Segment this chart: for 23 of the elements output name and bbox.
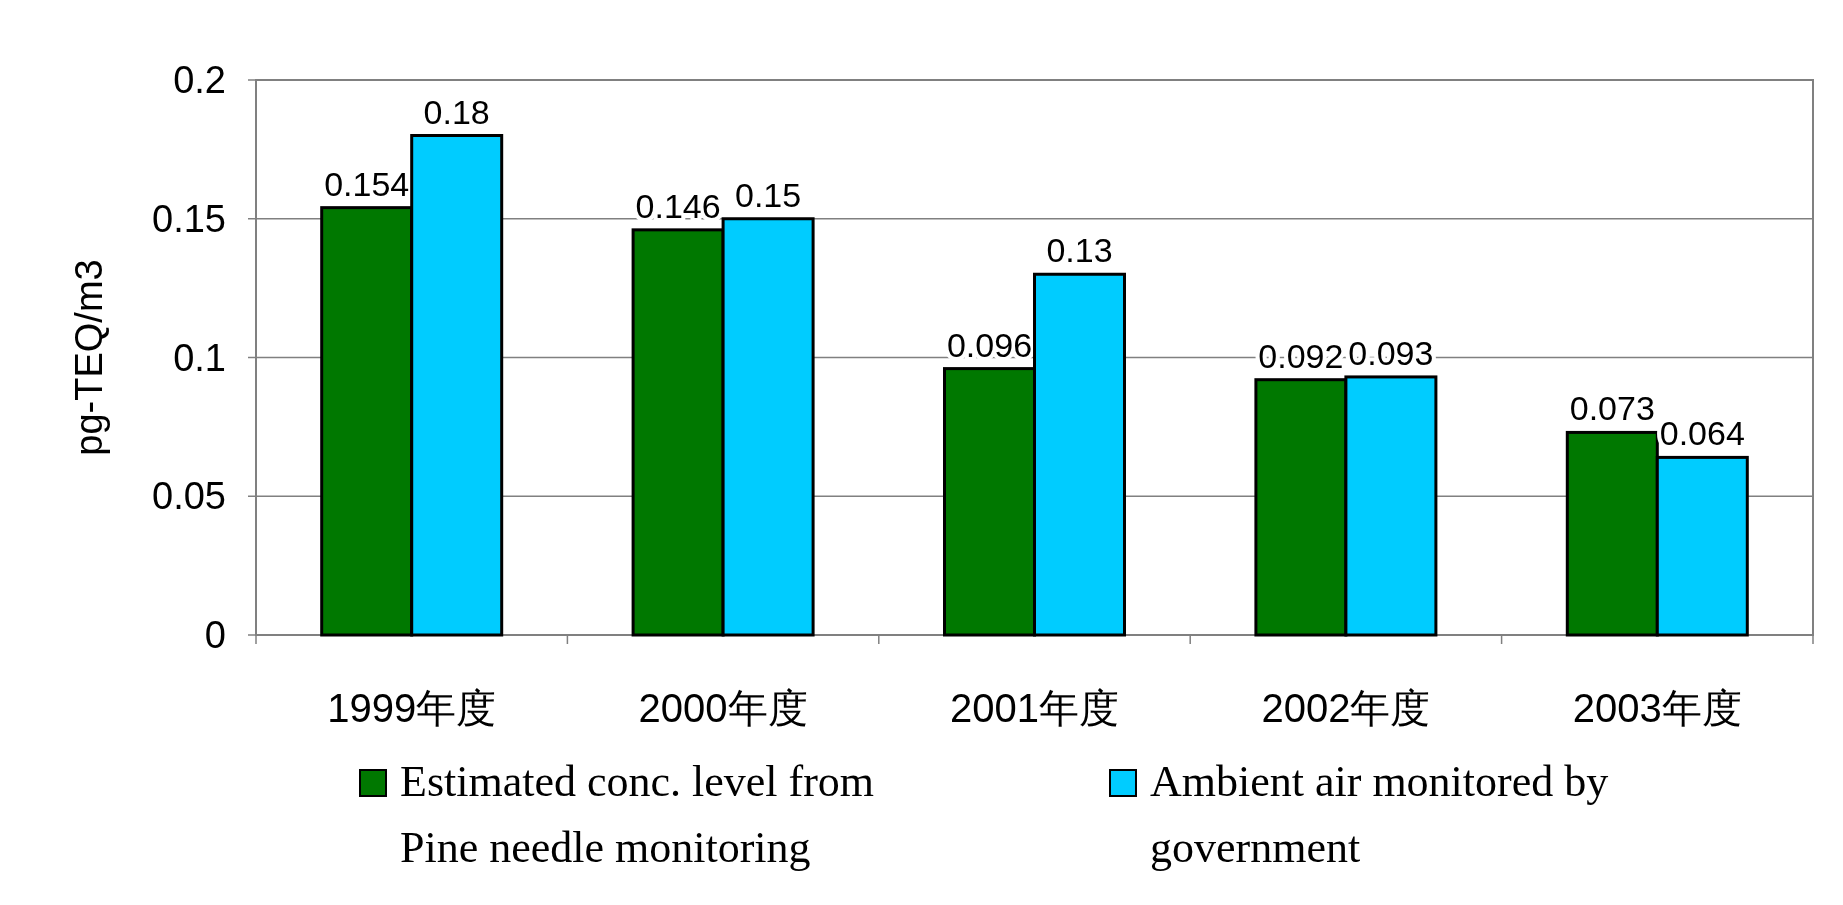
y-axis-title: pg-TEQ/m3: [68, 259, 110, 456]
data-label: 0.093: [1348, 333, 1434, 372]
data-label: 0.18: [423, 92, 490, 131]
data-label: 0.13: [1046, 231, 1113, 270]
y-tick-label: 0.15: [152, 197, 226, 240]
y-tick-label: 0.05: [152, 475, 226, 518]
data-label: 0.092: [1258, 336, 1344, 375]
data-label: 0.146: [635, 186, 721, 225]
y-tick-label: 0.2: [173, 59, 226, 101]
x-tick-label: 2002年度: [1261, 686, 1431, 730]
legend-item: Ambient air monitored by government: [1109, 757, 1609, 872]
data-label: 0.073: [1569, 389, 1655, 428]
x-tick-label: 2003年度: [1572, 686, 1742, 730]
data-label: 0.096: [946, 325, 1033, 364]
y-tick-label: 0: [204, 614, 226, 656]
data-label: 0.15: [735, 175, 802, 214]
x-tick-label: 2001年度: [950, 686, 1119, 730]
x-tick-label: 2000年度: [638, 686, 808, 730]
legend-item: Estimated conc. level from Pine needle monitoring: [359, 757, 875, 872]
x-tick-label: 1999年度: [327, 686, 497, 730]
data-label: 0.064: [1659, 414, 1745, 453]
data-label: 0.154: [324, 164, 410, 203]
y-tick-label: 0.1: [173, 336, 226, 379]
